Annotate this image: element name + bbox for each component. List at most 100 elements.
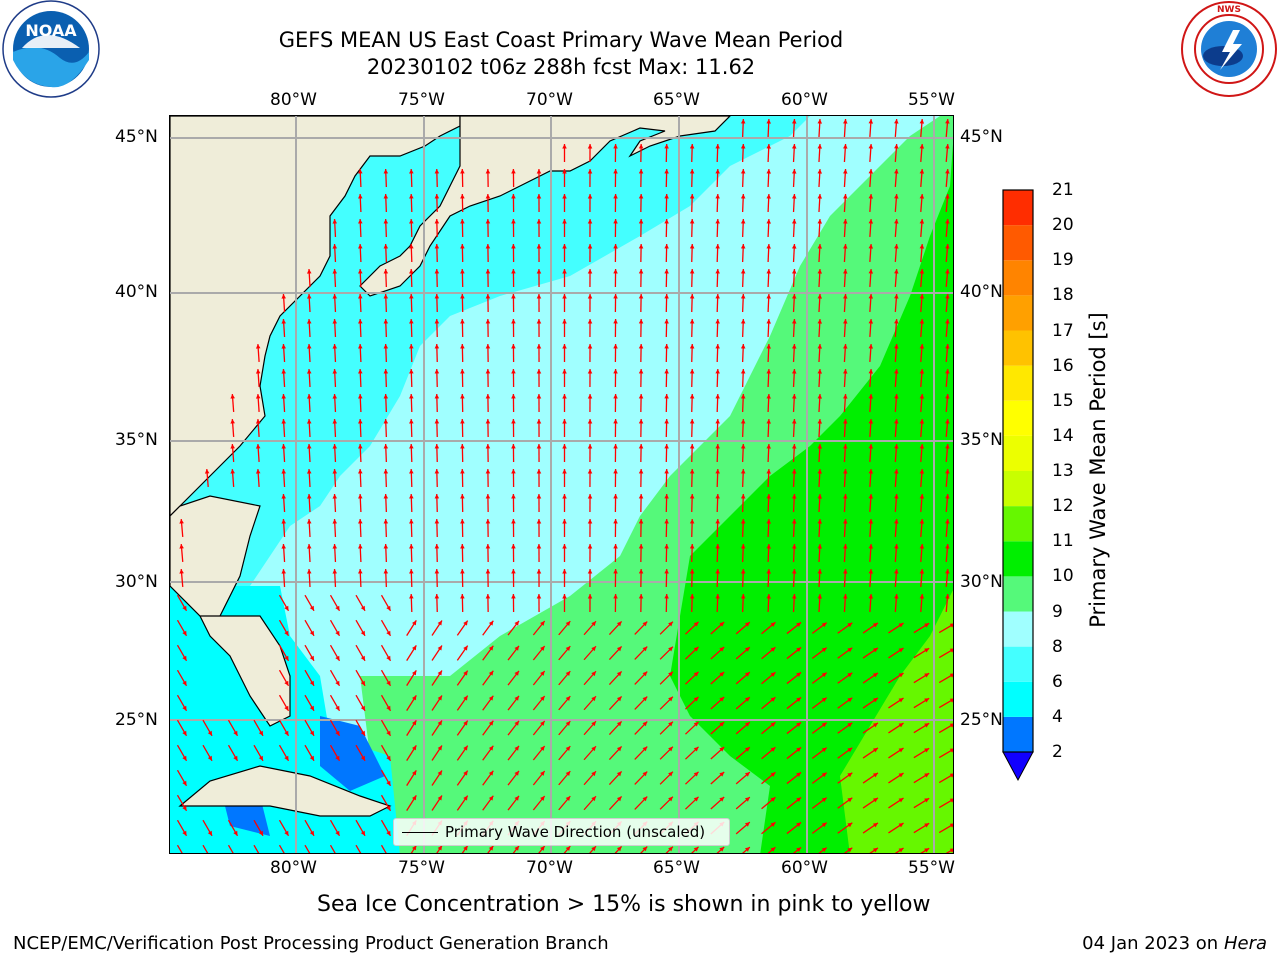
wave-direction-arrowhead bbox=[719, 696, 725, 702]
wave-direction-arrowhead bbox=[693, 646, 699, 652]
wave-direction-arrowhead bbox=[919, 169, 925, 174]
wave-direction-arrowhead bbox=[638, 219, 644, 224]
wave-direction-arrowhead bbox=[306, 444, 312, 449]
wave-direction-arrowhead bbox=[872, 847, 878, 853]
wave-direction-arrowhead bbox=[514, 620, 519, 626]
wave-direction-arrowhead bbox=[409, 569, 414, 574]
wave-direction-arrowhead bbox=[770, 797, 776, 802]
wave-direction-arrowhead bbox=[536, 394, 542, 399]
wave-direction-arrowhead bbox=[847, 847, 853, 853]
wave-direction-arrowhead bbox=[894, 219, 899, 224]
wave-direction-arrowhead bbox=[591, 771, 596, 777]
wave-direction-arrowhead bbox=[740, 344, 746, 349]
wave-direction-arrowhead bbox=[945, 569, 950, 574]
wave-direction-arrowhead bbox=[668, 746, 673, 752]
wave-direction-arrowhead bbox=[843, 269, 848, 274]
wave-direction-arrowhead bbox=[817, 369, 823, 374]
credit-host: Hera bbox=[1223, 933, 1267, 954]
wave-direction-arrowhead bbox=[306, 369, 312, 374]
wave-direction-arrow bbox=[304, 844, 311, 853]
wave-direction-arrowhead bbox=[460, 219, 465, 224]
wave-direction-arrowhead bbox=[945, 319, 950, 324]
wave-direction-arrowhead bbox=[514, 770, 519, 776]
wave-direction-arrowhead bbox=[460, 294, 465, 299]
lon-label-bottom: 75°W bbox=[398, 858, 445, 878]
wave-direction-arrowhead bbox=[562, 244, 567, 249]
wave-direction-arrowhead bbox=[796, 672, 802, 677]
wave-direction-arrowhead bbox=[689, 244, 695, 249]
wave-direction-arrowhead bbox=[306, 519, 312, 524]
lon-label-top: 70°W bbox=[526, 90, 573, 110]
wave-direction-arrowhead bbox=[693, 721, 699, 727]
wave-direction-arrowhead bbox=[894, 519, 899, 524]
colorbar-tick-label: 20 bbox=[1052, 215, 1074, 236]
wave-direction-arrowhead bbox=[306, 394, 312, 399]
wave-direction-arrowhead bbox=[843, 219, 848, 224]
lon-label-top: 60°W bbox=[781, 90, 828, 110]
wave-direction-arrowhead bbox=[182, 730, 187, 736]
wave-direction-arrowhead bbox=[460, 569, 465, 574]
wave-direction-arrowhead bbox=[309, 630, 314, 636]
wave-direction-arrowhead bbox=[514, 745, 519, 751]
wave-direction-arrowhead bbox=[715, 169, 720, 174]
wave-direction-arrowhead bbox=[463, 745, 468, 751]
wave-direction-arrowhead bbox=[664, 394, 669, 399]
wave-direction-arrowhead bbox=[591, 746, 596, 752]
wave-direction-arrowhead bbox=[536, 319, 542, 324]
colorbar-cell bbox=[1003, 646, 1033, 682]
wave-direction-arrowhead bbox=[587, 569, 593, 574]
wave-direction-arrowhead bbox=[434, 519, 440, 524]
wave-direction-arrowhead bbox=[664, 469, 669, 474]
wave-direction-arrowhead bbox=[409, 469, 414, 474]
wave-direction-arrowhead bbox=[719, 671, 725, 677]
wave-direction-arrowhead bbox=[565, 721, 571, 726]
wave-direction-arrowhead bbox=[868, 569, 874, 574]
wave-direction-arrowhead bbox=[638, 294, 644, 299]
wave-direction-arrowhead bbox=[434, 369, 440, 374]
wave-direction-arrowhead bbox=[898, 723, 904, 728]
wave-direction-arrowhead bbox=[689, 519, 695, 524]
colorbar-cell bbox=[1003, 365, 1033, 401]
wave-direction-arrowhead bbox=[485, 369, 491, 374]
wave-direction-arrowhead bbox=[642, 796, 648, 802]
wave-direction-arrowhead bbox=[919, 144, 925, 149]
graticule bbox=[170, 116, 953, 853]
wave-direction-arrowhead bbox=[796, 847, 802, 852]
wave-direction-arrowhead bbox=[587, 319, 593, 324]
wave-direction-arrowhead bbox=[791, 444, 797, 449]
wave-direction-arrowhead bbox=[437, 620, 442, 626]
wave-direction-arrowhead bbox=[766, 119, 771, 124]
wave-direction-arrowhead bbox=[638, 194, 644, 199]
wave-direction-arrowhead bbox=[919, 294, 925, 299]
wave-direction-arrowhead bbox=[332, 319, 338, 324]
wave-direction-arrowhead bbox=[715, 219, 720, 224]
wave-direction-arrowhead bbox=[919, 369, 925, 374]
wave-direction-arrowhead bbox=[894, 194, 899, 199]
wave-direction-arrowhead bbox=[919, 269, 925, 274]
wave-direction-arrowhead bbox=[868, 219, 874, 224]
wave-direction-arrowhead bbox=[616, 746, 622, 752]
wave-direction-arrowhead bbox=[715, 444, 720, 449]
colorbar-cell bbox=[1003, 716, 1033, 752]
wave-direction-arrowhead bbox=[638, 569, 644, 574]
wave-direction-arrowhead bbox=[562, 144, 567, 149]
wave-direction-arrowhead bbox=[668, 696, 673, 702]
wave-direction-arrowhead bbox=[740, 169, 746, 174]
wave-direction-arrowhead bbox=[488, 795, 494, 801]
nws-logo: NWS bbox=[1181, 1, 1277, 97]
wave-direction-arrowhead bbox=[565, 746, 571, 751]
wave-direction-arrowhead bbox=[919, 319, 925, 324]
wave-direction-arrowhead bbox=[817, 269, 823, 274]
wave-direction-arrowhead bbox=[868, 169, 874, 174]
wave-direction-arrowhead bbox=[309, 680, 314, 686]
wave-direction-arrowhead bbox=[770, 647, 776, 652]
wave-direction-arrowhead bbox=[233, 730, 238, 736]
wave-direction-arrowhead bbox=[668, 796, 673, 802]
wave-direction-arrowhead bbox=[715, 394, 720, 399]
credit-right: 04 Jan 2023 on Hera bbox=[1082, 933, 1267, 955]
wave-direction-arrowhead bbox=[613, 319, 618, 324]
wave-direction-arrowhead bbox=[616, 621, 622, 627]
lat-label-right: 40°N bbox=[960, 282, 1003, 302]
wave-direction-arrowhead bbox=[182, 655, 187, 661]
wave-direction-arrowhead bbox=[332, 394, 338, 399]
